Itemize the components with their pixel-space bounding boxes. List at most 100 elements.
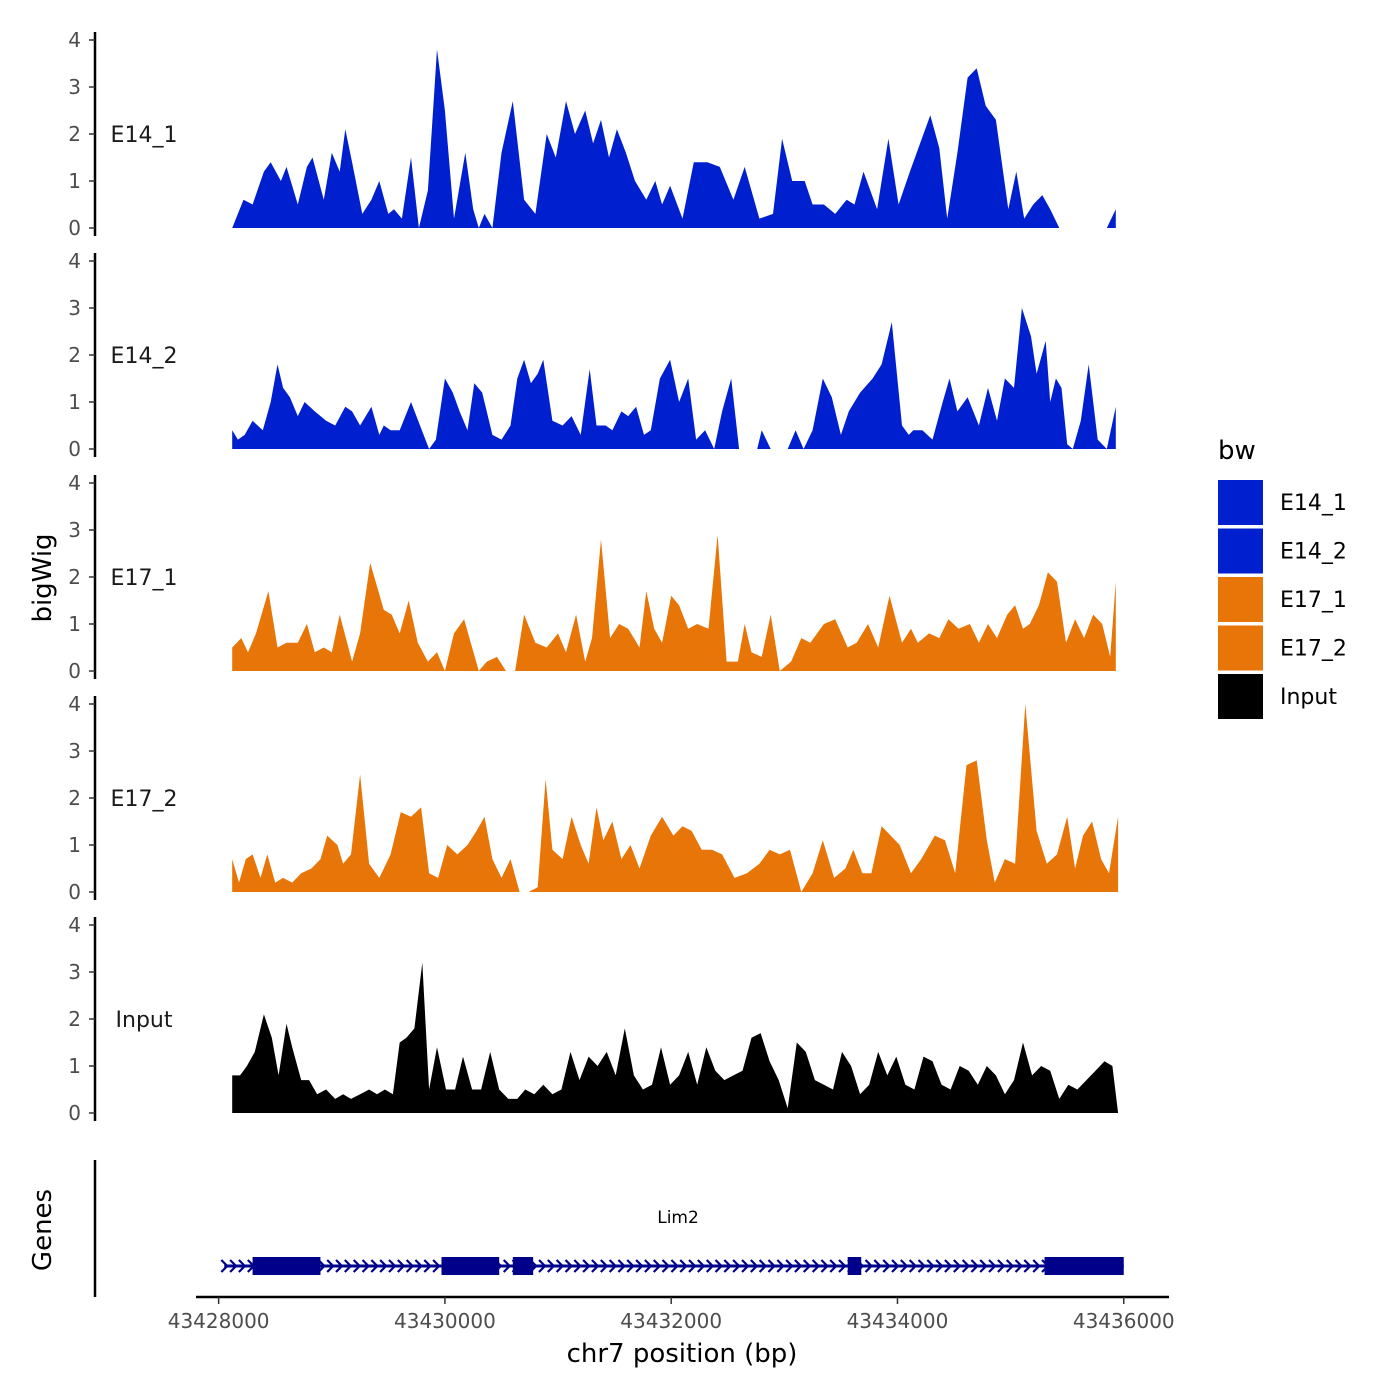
track-e17-1: 0 1 2 3 4 E17_1 — [68, 471, 1116, 683]
coverage-tracks: 0 1 2 3 4 E14_1 0 1 2 3 4 E14_2 0 1 2 3 4 E17_1 0 1 2 3 4 E17_2… — [68, 28, 1119, 1125]
strand-arrow — [573, 1259, 582, 1273]
y-tick-label: 3 — [68, 960, 81, 984]
track-e17-2: 0 1 2 3 4 E17_2 — [68, 692, 1119, 904]
strand-arrow — [767, 1259, 776, 1273]
strand-arrow — [873, 1259, 882, 1273]
y-tick-label: 3 — [68, 296, 81, 320]
strand-arrow — [370, 1259, 379, 1273]
y-tick-label: 3 — [68, 518, 81, 542]
y-tick-label: 1 — [68, 833, 81, 857]
coverage-area — [232, 308, 1116, 449]
legend-item: Input — [1218, 674, 1337, 719]
coverage-area — [232, 49, 1116, 229]
strand-arrow — [829, 1259, 838, 1273]
track-label: E14_2 — [111, 344, 178, 369]
track-label: Input — [116, 1008, 173, 1033]
strand-arrow — [1005, 1259, 1015, 1273]
strand-arrow — [352, 1259, 362, 1273]
legend-label: E14_1 — [1280, 491, 1347, 516]
legend: bw E14_1 E14_2 E17_1 E17_2 Input — [1218, 436, 1347, 719]
track-label: E17_1 — [111, 566, 178, 591]
legend-item: E17_1 — [1218, 577, 1347, 622]
y-tick-label: 0 — [68, 216, 81, 240]
strand-arrow — [388, 1259, 397, 1273]
y-tick-label: 1 — [68, 169, 81, 193]
strand-arrow — [794, 1259, 803, 1273]
strand-arrow — [953, 1259, 962, 1273]
y-tick-label: 4 — [68, 913, 81, 937]
track-e14-1: 0 1 2 3 4 E14_1 — [68, 28, 1116, 240]
legend-label: E14_2 — [1280, 540, 1347, 565]
y-tick-label: 3 — [68, 75, 81, 99]
strand-arrow — [661, 1259, 671, 1273]
strand-arrow — [838, 1259, 847, 1273]
legend-title: bw — [1218, 436, 1256, 466]
strand-arrow — [538, 1259, 547, 1273]
strand-arrow — [555, 1259, 565, 1273]
strand-arrow — [423, 1259, 432, 1273]
strand-arrow — [635, 1259, 644, 1273]
legend-label: Input — [1280, 685, 1337, 710]
strand-arrow — [397, 1259, 406, 1273]
strand-arrow — [600, 1259, 609, 1273]
y-tick-label: 0 — [68, 659, 81, 683]
strand-arrow — [229, 1259, 238, 1273]
strand-arrow — [917, 1259, 927, 1273]
exon-block — [512, 1257, 534, 1275]
strand-arrow — [432, 1259, 441, 1273]
strand-arrow — [547, 1259, 556, 1273]
strand-arrow — [926, 1259, 935, 1273]
genes-axis-title: Genes — [28, 1189, 58, 1271]
strand-arrow — [697, 1259, 706, 1273]
y-tick-label: 3 — [68, 739, 81, 763]
coverage-area — [232, 962, 1119, 1113]
strand-arrow — [502, 1259, 512, 1273]
strand-arrow — [1014, 1259, 1024, 1273]
legend-item: E14_2 — [1218, 528, 1347, 574]
y-tick-label: 1 — [68, 390, 81, 414]
legend-swatch — [1218, 674, 1263, 719]
strand-arrow — [891, 1259, 900, 1273]
strand-arrow — [811, 1259, 821, 1273]
x-tick-label: 43432000 — [620, 1309, 722, 1333]
legend-item: E14_1 — [1218, 480, 1347, 525]
gene-lim2: Lim2 — [220, 1208, 1124, 1275]
strand-arrow — [582, 1259, 591, 1273]
strand-arrow — [626, 1259, 635, 1273]
y-tick-label: 2 — [68, 786, 81, 810]
strand-arrow — [988, 1259, 997, 1273]
strand-arrow — [405, 1259, 415, 1273]
strand-arrow — [970, 1259, 979, 1273]
legend-label: E17_1 — [1280, 588, 1347, 613]
strand-arrow — [997, 1259, 1006, 1273]
x-tick-label: 43436000 — [1073, 1309, 1175, 1333]
strand-arrow — [785, 1259, 794, 1273]
exon-block — [1044, 1257, 1124, 1275]
legend-swatch — [1218, 625, 1263, 671]
strand-arrow — [1023, 1259, 1032, 1273]
strand-arrow — [900, 1259, 909, 1273]
strand-arrow — [644, 1259, 653, 1273]
x-tick-label: 43434000 — [847, 1309, 949, 1333]
track-label: E17_2 — [111, 787, 178, 812]
exon-block — [847, 1257, 862, 1275]
strand-arrow — [944, 1259, 953, 1273]
y-tick-label: 4 — [68, 249, 81, 273]
y-tick-label: 0 — [68, 880, 81, 904]
strand-arrow — [688, 1259, 697, 1273]
coverage-area — [232, 704, 1119, 892]
gene-label: Lim2 — [657, 1208, 699, 1228]
y-tick-label: 2 — [68, 565, 81, 589]
strand-arrow — [564, 1259, 574, 1273]
strand-arrow — [979, 1259, 988, 1273]
strand-arrow — [414, 1259, 423, 1273]
strand-arrow — [220, 1259, 229, 1273]
strand-arrow — [758, 1259, 768, 1273]
strand-arrow — [344, 1259, 353, 1273]
strand-arrow — [776, 1259, 785, 1273]
strand-arrow — [820, 1259, 829, 1273]
exon-block — [252, 1257, 321, 1275]
strand-arrow — [238, 1259, 247, 1273]
strand-arrow — [617, 1259, 626, 1273]
